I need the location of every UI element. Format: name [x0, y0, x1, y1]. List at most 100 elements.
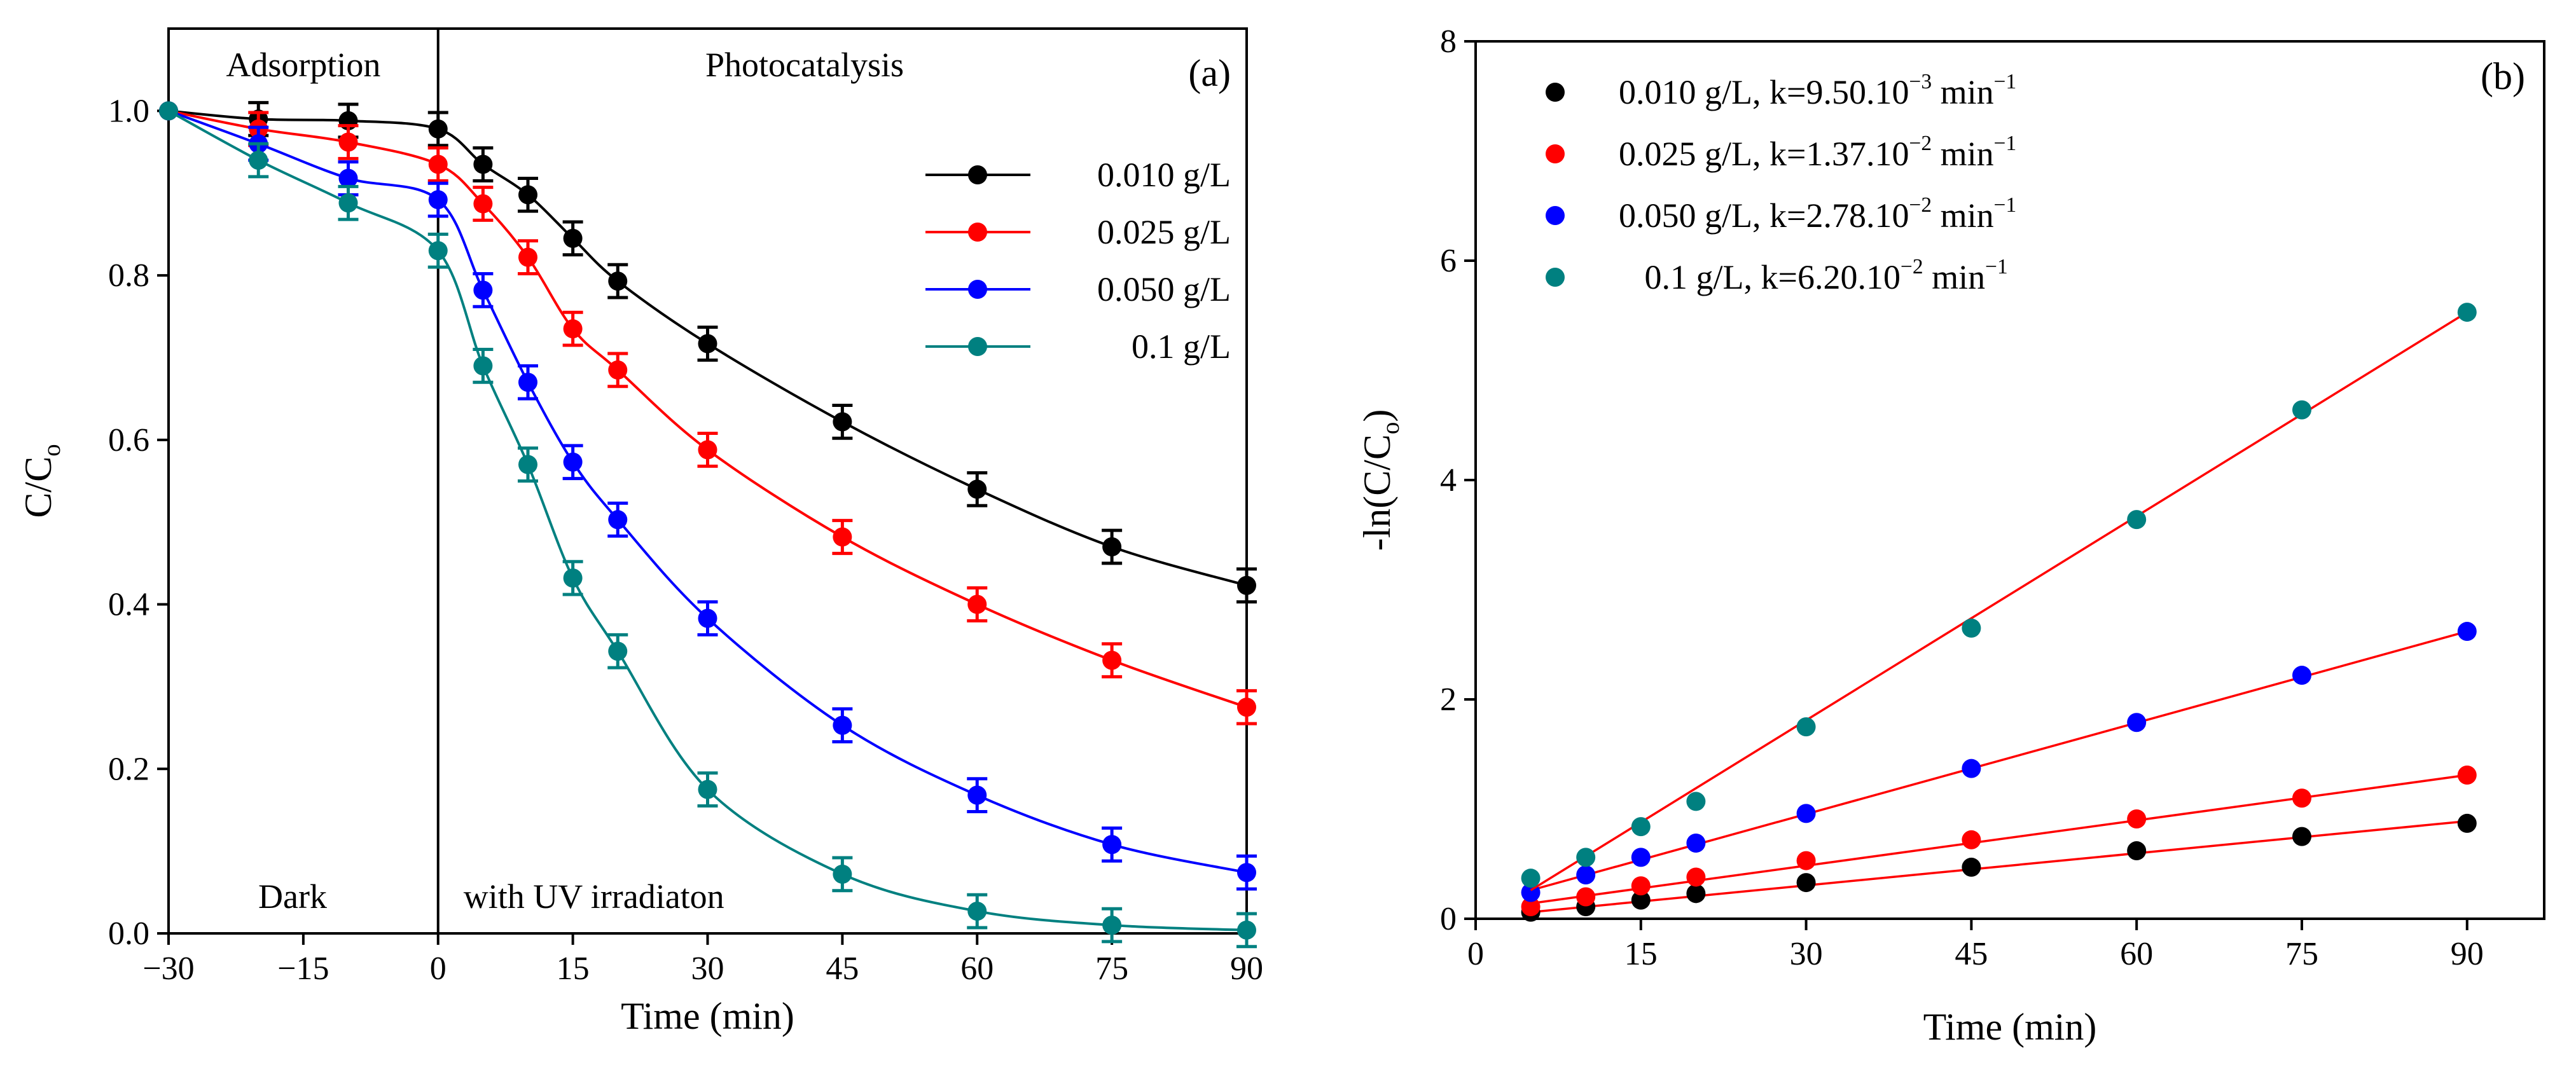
data-point: [473, 280, 493, 300]
panel-b: 0 15 30 45 60 75 90 0 2 4 6 8 Time (min) -ln(C/Co) (b)…: [1356, 24, 2545, 1048]
data-point: [473, 194, 493, 214]
data-point: [1686, 867, 1706, 887]
x-tick-label-a: −15: [277, 951, 329, 987]
data-point: [473, 155, 493, 174]
data-point: [518, 373, 537, 392]
y-axis-label-a: C/Co: [17, 444, 66, 518]
fit-line: [1530, 311, 2468, 891]
x-tick-label-a: −30: [142, 951, 194, 987]
data-point: [338, 193, 358, 213]
panel-label-a: (a): [1188, 52, 1231, 94]
data-point: [338, 168, 358, 188]
x-tick-label-b: 0: [1467, 936, 1484, 972]
data-point: [1962, 830, 1981, 849]
data-point: [563, 228, 583, 248]
data-point: [1521, 869, 1541, 888]
series-b-3: [1521, 303, 2477, 891]
legend-label: 0.025 g/L, k=1.37.10−2 min−1: [1619, 132, 2016, 173]
data-point: [1576, 865, 1596, 884]
x-tick-label-b: 30: [1790, 936, 1823, 972]
data-point: [1631, 890, 1651, 910]
data-point: [1102, 650, 1122, 670]
data-point: [563, 319, 583, 339]
x-axis-label-b: Time (min): [1923, 1006, 2097, 1048]
data-point: [338, 132, 358, 152]
series-a-0: [159, 100, 1257, 604]
data-point: [1237, 697, 1256, 717]
legend-label: 0.025 g/L: [1097, 213, 1231, 251]
data-point: [2127, 713, 2147, 732]
data-point: [2127, 809, 2147, 829]
region-photocatalysis: Photocatalysis: [705, 46, 904, 84]
data-point: [1796, 873, 1816, 893]
data-point: [2457, 622, 2477, 642]
data-point: [698, 440, 717, 460]
legend-marker: [1546, 206, 1565, 225]
y-tick-label-a: 0.2: [108, 751, 149, 787]
x-tick-label-b: 45: [1955, 936, 1988, 972]
data-point: [1686, 884, 1706, 904]
legend-a: 0.010 g/L 0.025 g/L 0.050 g/L 0.1 g/L: [925, 156, 1231, 366]
data-point: [1631, 848, 1651, 867]
region-adsorption: Adsorption: [226, 46, 380, 84]
data-point: [1237, 575, 1256, 595]
data-point: [1631, 817, 1651, 837]
data-point: [833, 527, 852, 547]
series-a-1: [159, 101, 1257, 725]
data-point: [563, 452, 583, 472]
x-tick-label-a: 90: [1230, 951, 1263, 987]
data-point: [1962, 857, 1981, 877]
panel-a: −30 −15 0 15 30 45 60 75 90 0.0 0.2 0.4 0.6 0.8 1.0 Tim…: [17, 27, 1263, 1037]
data-point: [1237, 863, 1256, 883]
data-point: [1686, 792, 1706, 811]
legend-marker: [968, 223, 987, 242]
data-point: [1102, 537, 1122, 556]
data-point: [608, 510, 628, 530]
data-point: [698, 334, 717, 354]
legend-label: 0.1 g/L, k=6.20.10−2 min−1: [1619, 255, 2008, 296]
data-point: [159, 101, 178, 121]
x-tick-label-a: 0: [430, 951, 447, 987]
data-point: [1102, 916, 1122, 935]
series-line: [168, 109, 1247, 874]
data-point: [1686, 833, 1706, 853]
data-point: [2127, 841, 2147, 861]
fit-line: [1530, 820, 2467, 914]
legend-marker: [1546, 83, 1565, 102]
data-point: [2292, 666, 2311, 685]
y-tick-label-a: 0.6: [108, 422, 149, 458]
data-point: [967, 594, 987, 614]
x-tick-label-a: 15: [557, 951, 590, 987]
data-point: [1962, 618, 1981, 638]
data-point: [518, 455, 537, 474]
y-tick-label-b: 0: [1440, 901, 1457, 937]
data-point: [2127, 510, 2147, 530]
legend-marker: [968, 280, 987, 299]
legend-label: 0.010 g/L, k=9.50.10−3 min−1: [1619, 70, 2016, 111]
data-point: [1796, 804, 1816, 823]
data-point: [967, 902, 987, 921]
data-point: [1631, 876, 1651, 896]
legend-marker: [1546, 144, 1565, 163]
data-point: [563, 568, 583, 588]
data-point: [967, 785, 987, 805]
legend-label: 0.050 g/L, k=2.78.10−2 min−1: [1619, 193, 2016, 235]
legend-b: 0.010 g/L, k=9.50.10−3 min−1 0.025 g/L, k…: [1546, 70, 2016, 296]
data-point: [608, 642, 628, 661]
y-tick-label-a: 0.0: [108, 916, 149, 952]
x-tick-label-b: 90: [2451, 936, 2484, 972]
fit-line: [1530, 774, 2468, 905]
panel-label-b: (b): [2481, 55, 2525, 97]
x-tick-label-a: 60: [960, 951, 994, 987]
data-point: [473, 356, 493, 376]
legend-label: 0.010 g/L: [1097, 156, 1231, 194]
data-point: [698, 608, 717, 628]
legend-marker: [968, 337, 987, 356]
x-tick-label-b: 75: [2285, 936, 2318, 972]
x-tick-label-b: 60: [2120, 936, 2153, 972]
data-point: [1796, 851, 1816, 870]
data-point: [698, 780, 717, 799]
data-point: [1576, 887, 1596, 907]
series-b-1: [1521, 766, 2477, 917]
